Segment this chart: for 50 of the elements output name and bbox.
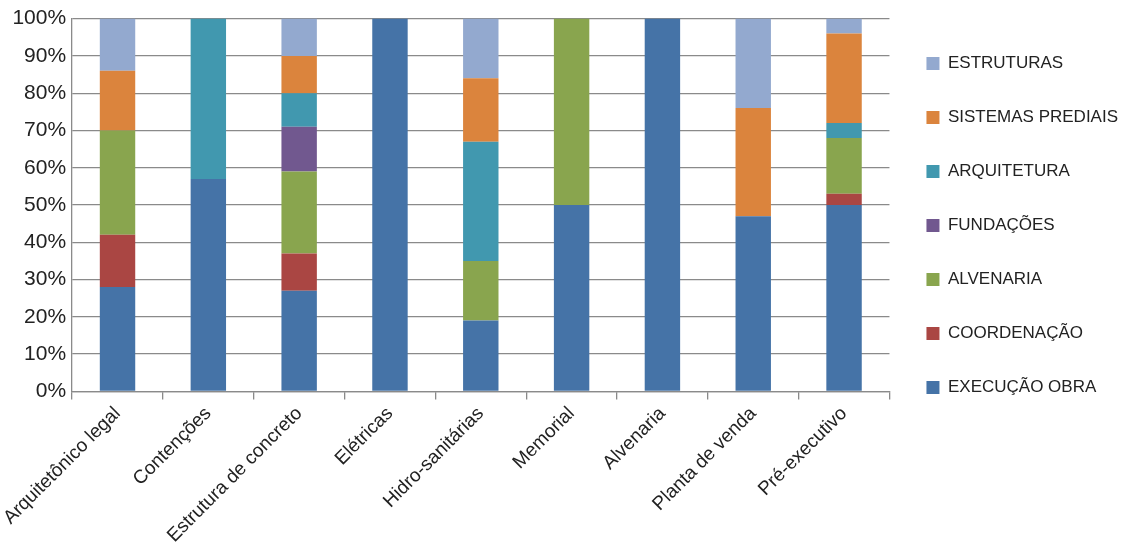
bar: [99, 234, 136, 288]
bar: [99, 18, 136, 71]
bar: [826, 205, 862, 391]
bar: [463, 141, 499, 261]
y-tick-label: 60%: [24, 154, 67, 178]
bar: [553, 18, 590, 206]
legend-label: FUNDAÇÕES: [947, 215, 1055, 235]
legend-label: SISTEMAS PREDIAIS: [947, 107, 1119, 127]
y-tick-label: 100%: [12, 5, 67, 29]
y-tick-label: 90%: [24, 42, 67, 66]
legend-label: ESTRUTURAS: [947, 53, 1064, 73]
bar: [281, 126, 317, 172]
y-tick-label: 70%: [24, 117, 67, 141]
legend-label: ARQUITETURA: [947, 161, 1071, 181]
bar: [644, 18, 681, 391]
bar: [281, 93, 317, 127]
bar: [99, 130, 136, 235]
y-tick-label: 0%: [35, 378, 67, 402]
y-tick-label: 30%: [24, 266, 67, 290]
legend-label: ALVENARIA: [947, 269, 1043, 289]
y-tick-label: 50%: [24, 191, 67, 215]
bar: [281, 290, 317, 391]
y-tick-label: 80%: [24, 79, 67, 103]
bar: [190, 178, 227, 391]
bar: [826, 122, 862, 138]
bar: [463, 260, 499, 321]
bar: [99, 287, 136, 391]
y-tick-label: 40%: [24, 229, 67, 253]
bar: [553, 205, 590, 391]
bar: [281, 253, 317, 291]
bar: [281, 55, 317, 94]
y-tick-label: 20%: [24, 303, 67, 327]
bar: [281, 171, 317, 254]
bar: [826, 193, 862, 206]
bar: [735, 18, 771, 109]
bar: [826, 137, 862, 194]
bar: [281, 18, 317, 56]
bar: [463, 320, 499, 391]
y-tick-label: 10%: [24, 340, 67, 364]
bar: [463, 18, 499, 79]
bar: [190, 18, 227, 179]
bar: [735, 216, 771, 391]
bar: [826, 18, 862, 34]
bar: [463, 78, 499, 142]
bar: [826, 33, 862, 123]
bar: [735, 108, 771, 217]
legend-label: COORDENAÇÃO: [947, 323, 1084, 343]
bar: [99, 70, 136, 131]
bar: [372, 18, 408, 391]
legend-label: EXECUÇÃO OBRA: [947, 377, 1097, 397]
